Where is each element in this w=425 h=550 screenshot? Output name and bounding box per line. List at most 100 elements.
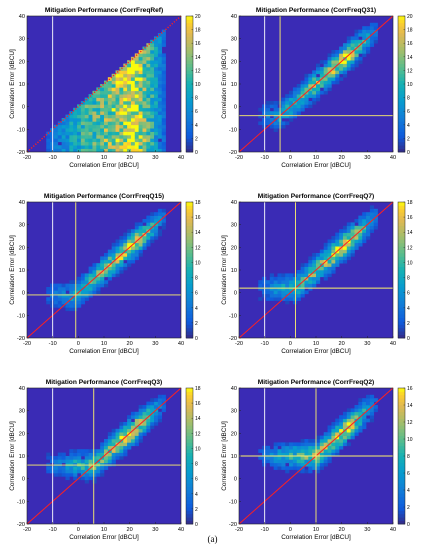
heatmap-cell xyxy=(104,256,109,261)
heatmap-cell xyxy=(123,97,128,102)
heatmap-cell xyxy=(119,256,124,261)
heatmap-cell xyxy=(111,118,116,122)
heatmap-cell xyxy=(319,259,324,264)
heatmap-cell xyxy=(269,293,274,298)
chart-title: Mitigation Performance (CorrFreqQ7) xyxy=(258,193,375,200)
heatmap-cell xyxy=(119,121,124,126)
heatmap-cell xyxy=(323,459,328,464)
heatmap-cell xyxy=(157,232,163,237)
heatmap-cell xyxy=(157,398,163,402)
heatmap-cell xyxy=(154,138,159,143)
y-tick-label: -20 xyxy=(17,336,25,342)
heatmap-cell xyxy=(354,63,359,68)
colorbar-tick-label: 18 xyxy=(195,28,201,34)
colorbar-segment xyxy=(398,212,405,216)
colorbar-segment xyxy=(398,239,405,244)
heatmap-cell xyxy=(115,456,120,460)
heatmap-cell xyxy=(308,276,313,281)
heatmap-cell xyxy=(157,80,163,85)
heatmap-cell xyxy=(138,97,143,102)
heatmap-cell xyxy=(373,36,378,41)
heatmap-cell xyxy=(316,253,321,257)
heatmap-cell xyxy=(104,253,109,257)
heatmap-cell xyxy=(84,287,89,291)
heatmap-cell xyxy=(265,290,271,295)
heatmap-cell xyxy=(65,287,70,291)
heatmap-cell xyxy=(316,67,321,71)
heatmap-cell xyxy=(366,411,371,416)
heatmap-cell xyxy=(96,287,101,291)
heatmap-cell xyxy=(335,246,340,250)
heatmap-cell xyxy=(161,97,166,102)
heatmap-cell xyxy=(142,60,147,64)
colorbar-segment xyxy=(398,67,405,71)
colorbar-frame xyxy=(185,387,194,525)
heatmap-cell xyxy=(92,121,97,126)
heatmap-cell xyxy=(154,141,159,146)
x-tick-label: 10 xyxy=(313,155,319,161)
heatmap-cell xyxy=(304,80,309,85)
heatmap-cell xyxy=(312,442,317,447)
heatmap-cell xyxy=(50,131,55,136)
heatmap-cell xyxy=(53,141,59,146)
heatmap-cell xyxy=(281,97,286,102)
heatmap-cell xyxy=(142,124,147,129)
heatmap-cell xyxy=(273,297,278,301)
heatmap-cell xyxy=(366,232,371,237)
heatmap-cell xyxy=(53,128,59,132)
heatmap-cell xyxy=(308,101,313,105)
heatmap-cell xyxy=(157,131,163,136)
colorbar-segment xyxy=(186,310,193,315)
heatmap-cell xyxy=(150,138,155,143)
colorbar-segment xyxy=(186,128,193,132)
heatmap-cell xyxy=(369,394,375,399)
heatmap-cell xyxy=(312,101,317,105)
heatmap-cell xyxy=(369,229,375,233)
colorbar-segment xyxy=(398,466,405,470)
heatmap-cell xyxy=(134,90,139,95)
heatmap-cell xyxy=(119,80,124,85)
heatmap-cell xyxy=(88,97,93,102)
colorbar-segment xyxy=(186,229,193,233)
heatmap-cell xyxy=(265,449,271,453)
heatmap-cell xyxy=(354,60,359,64)
heatmap-cell xyxy=(119,101,124,105)
heatmap-cell xyxy=(142,84,147,88)
heatmap-cell xyxy=(300,107,305,112)
colorbar-segment xyxy=(186,449,193,453)
heatmap-cell xyxy=(77,449,82,453)
heatmap-cell xyxy=(262,104,267,109)
heatmap-cell xyxy=(80,273,86,278)
heatmap-cell xyxy=(65,307,70,312)
heatmap-cell xyxy=(354,229,359,233)
heatmap-cell xyxy=(115,107,120,112)
colorbar-segment xyxy=(398,263,405,267)
heatmap-cell xyxy=(92,124,97,129)
heatmap-cell xyxy=(354,239,359,244)
heatmap-cell xyxy=(142,87,147,92)
heatmap-cell xyxy=(80,276,86,281)
heatmap-cell xyxy=(289,280,294,284)
heatmap-cell xyxy=(265,101,271,105)
heatmap-cell xyxy=(150,128,155,132)
heatmap-cell xyxy=(138,432,143,436)
heatmap-cell xyxy=(354,29,359,34)
heatmap-cell xyxy=(323,249,328,254)
heatmap-cell xyxy=(92,469,97,474)
heatmap-cell xyxy=(161,43,166,47)
heatmap-cell xyxy=(157,70,163,75)
heatmap-cell xyxy=(323,70,328,75)
heatmap-cell xyxy=(61,290,66,295)
heatmap-cell xyxy=(312,253,317,257)
heatmap-cell xyxy=(292,456,298,460)
heatmap-cell xyxy=(100,141,105,146)
heatmap-cell xyxy=(123,428,128,433)
heatmap-cell xyxy=(119,239,124,244)
heatmap-cell xyxy=(104,459,109,464)
heatmap-cell xyxy=(308,84,313,88)
heatmap-cell xyxy=(127,425,132,430)
heatmap-cell xyxy=(111,242,116,247)
heatmap-cell xyxy=(96,452,101,457)
heatmap-cell xyxy=(104,101,109,105)
heatmap-cell xyxy=(104,114,109,119)
